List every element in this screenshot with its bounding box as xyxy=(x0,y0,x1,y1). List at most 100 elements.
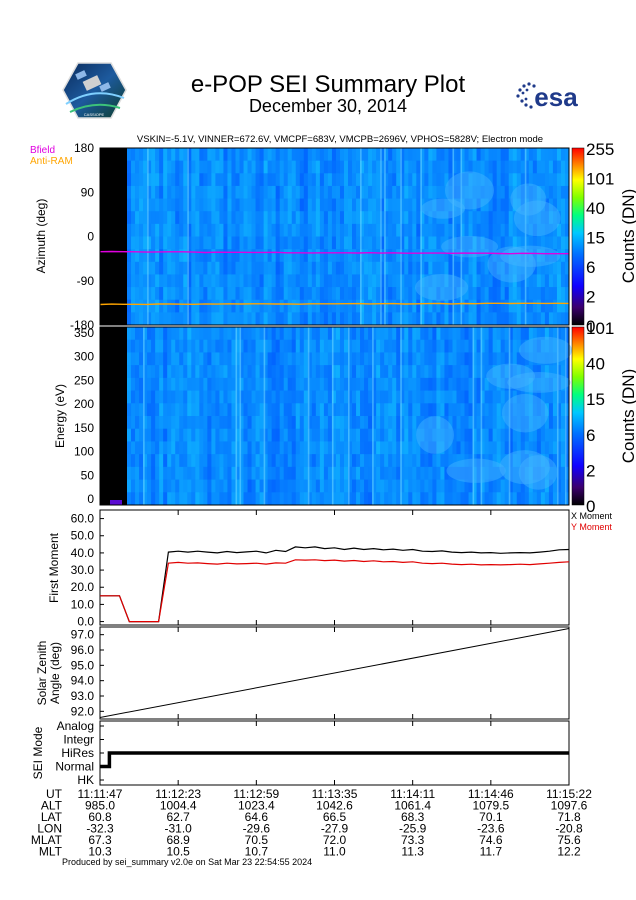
azimuth-spectrogram-cell xyxy=(500,236,506,250)
azimuth-spectrogram-cell xyxy=(167,160,172,174)
azimuth-spectrogram-cell xyxy=(520,299,526,313)
azimuth-spectrogram-cell xyxy=(452,198,457,212)
azimuth-spectrogram-cell xyxy=(243,148,248,161)
azimuth-spectrogram-cell xyxy=(424,160,429,174)
azimuth-spectrogram-cell xyxy=(488,211,493,225)
azimuth-spectrogram-cell xyxy=(432,185,437,199)
energy-spectrogram-cell xyxy=(544,466,550,480)
azimuth-spectrogram-cell xyxy=(348,185,353,199)
azimuth-spectrogram-cell xyxy=(175,185,180,199)
energy-spectrogram-cell xyxy=(508,352,514,366)
azimuth-spectrogram-cell xyxy=(448,173,453,187)
azimuth-spectrogram-cell xyxy=(139,223,144,237)
azimuth-spectrogram-cell xyxy=(223,173,228,187)
azimuth-spectrogram-cell xyxy=(151,249,156,263)
energy-spectrogram-cell xyxy=(348,327,353,341)
azimuth-spectrogram-cell xyxy=(159,261,164,275)
energy-spectrogram-cell xyxy=(343,339,349,353)
ephemeris-value: -20.8 xyxy=(555,822,583,836)
energy-spectrogram-cell xyxy=(544,327,550,341)
energy-spectrogram-cell xyxy=(255,454,260,468)
azimuth-spectrogram-cell xyxy=(500,249,506,263)
azimuth-spectrogram-cell xyxy=(452,261,457,275)
azimuth-spectrogram-cell xyxy=(219,223,224,237)
energy-spectrogram-cell xyxy=(291,416,297,430)
energy-spectrogram-cell xyxy=(291,479,297,493)
azimuth-spectrogram-cell xyxy=(364,198,369,212)
azimuth-spectrogram-cell xyxy=(155,287,160,301)
azimuth-spectrogram-cell xyxy=(343,249,349,263)
energy-spectrogram-cell xyxy=(243,454,248,468)
azimuth-spectrogram-cell xyxy=(275,173,280,187)
energy-spectrogram-cell xyxy=(175,454,180,468)
energy-spectrogram-cell xyxy=(259,339,264,353)
azimuth-spectrogram-cell xyxy=(263,299,268,313)
azimuth-spectrogram-cell xyxy=(440,185,445,199)
azimuth-spectrogram-cell xyxy=(151,299,156,313)
azimuth-spectrogram-cell xyxy=(356,211,361,225)
energy-spectrogram-cell xyxy=(420,479,425,493)
azimuth-spectrogram-cell xyxy=(235,274,240,288)
energy-spectrogram-cell xyxy=(396,390,401,404)
azimuth-spectrogram-cell xyxy=(396,173,401,187)
azimuth-spectrogram-cell xyxy=(564,312,570,326)
energy-spectrogram-cell xyxy=(424,454,429,468)
azimuth-spectrogram-cell xyxy=(444,312,449,326)
azimuth-spectrogram-cell xyxy=(295,223,301,237)
energy-spectrogram-cell xyxy=(327,403,333,417)
energy-spectrogram-cell xyxy=(472,377,477,391)
azimuth-spectrogram-cell xyxy=(360,198,365,212)
energy-spectrogram-cell xyxy=(135,403,140,417)
azimuth-spectrogram-cell xyxy=(452,223,457,237)
azimuth-spectrogram-cell xyxy=(444,173,449,187)
azimuth-spectrogram-cell xyxy=(488,249,493,263)
energy-spectrogram-cell xyxy=(227,327,232,341)
energy-spectrogram-cell xyxy=(376,479,381,493)
azimuth-spectrogram-cell xyxy=(167,198,172,212)
azimuth-spectrogram-cell xyxy=(400,261,405,275)
ephemeris-value: 1023.4 xyxy=(238,799,275,813)
energy-colorbar-tick: 2 xyxy=(586,461,595,480)
azimuth-spectrogram-cell xyxy=(564,160,570,174)
energy-spectrogram-cell xyxy=(464,492,469,506)
energy-spectrogram-cell xyxy=(480,428,485,442)
energy-spectrogram-cell xyxy=(203,352,208,366)
azimuth-spectrogram-cell xyxy=(155,249,160,263)
ephemeris-value: 68.9 xyxy=(166,833,190,847)
energy-spectrogram-cell xyxy=(516,479,522,493)
azimuth-spectrogram-cell xyxy=(544,261,550,275)
energy-spectrogram-cell xyxy=(500,339,506,353)
energy-spectrogram-cell xyxy=(404,403,409,417)
azimuth-spectrogram-cell xyxy=(436,274,441,288)
azimuth-spectrogram-cell xyxy=(448,185,453,199)
azimuth-spectrogram-cell xyxy=(428,211,433,225)
azimuth-spectrogram-cell xyxy=(239,211,244,225)
azimuth-spectrogram-cell xyxy=(348,211,353,225)
azimuth-spectrogram-cell xyxy=(263,287,268,301)
azimuth-spectrogram-cell xyxy=(524,274,530,288)
azimuth-spectrogram-cell xyxy=(227,261,232,275)
energy-spectrogram-cell xyxy=(199,352,204,366)
energy-spectrogram-cell xyxy=(239,416,244,430)
energy-spectrogram-cell xyxy=(267,339,272,353)
energy-spectrogram-cell xyxy=(267,403,272,417)
energy-spectrogram-cell xyxy=(408,479,413,493)
energy-spectrogram-cell xyxy=(388,454,393,468)
azimuth-spectrogram-cell xyxy=(191,148,196,161)
energy-spectrogram-cell xyxy=(199,441,204,455)
azimuth-spectrogram-cell xyxy=(143,299,148,313)
energy-spectrogram-cell xyxy=(428,466,433,480)
energy-spectrogram-cell xyxy=(540,416,546,430)
azimuth-spectrogram-cell xyxy=(155,236,160,250)
azimuth-spectrogram-cell xyxy=(183,312,188,326)
energy-spectrogram-cell xyxy=(536,454,542,468)
sei-mode-tick-label: Analog xyxy=(57,719,94,733)
azimuth-spectrogram-cell xyxy=(307,185,313,199)
azimuth-spectrogram-cell xyxy=(416,236,421,250)
energy-spectrogram-cell xyxy=(556,479,562,493)
energy-spectrogram-cell xyxy=(348,416,353,430)
azimuth-spectrogram-cell xyxy=(364,312,369,326)
azimuth-spectrogram-cell xyxy=(552,236,558,250)
azimuth-spectrogram-cell xyxy=(440,236,445,250)
